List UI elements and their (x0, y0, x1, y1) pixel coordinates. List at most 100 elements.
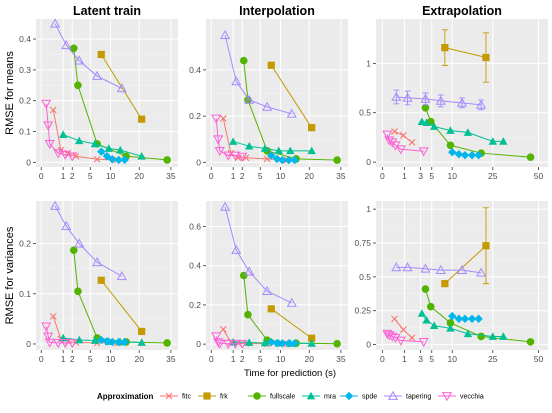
x-tick-label: 0 (380, 354, 385, 364)
point-vecchia (384, 136, 395, 146)
x-tick-label: 5 (429, 171, 434, 181)
panel-background (36, 19, 178, 167)
legend-key-fitc (165, 392, 173, 400)
point-vecchia (395, 145, 406, 155)
point-fitc (93, 155, 101, 163)
point-mra (463, 128, 473, 136)
point-tapering (116, 83, 127, 93)
legend-label: mra (324, 394, 336, 401)
point-frk (308, 334, 316, 342)
series-line-tapering (54, 23, 122, 89)
point-fitc (219, 115, 227, 122)
y-tick-label: 0.3 (19, 65, 31, 75)
point-fullscale (421, 104, 430, 112)
point-vecchia (230, 339, 241, 349)
x-tick-label: 1 (231, 354, 236, 364)
legend-item-fitc: fitc (160, 392, 191, 401)
series-tapering (391, 89, 487, 111)
point-mra (260, 338, 270, 347)
point-mra (137, 152, 146, 160)
x-tick-label: 0 (380, 171, 385, 181)
x-tick-label: 20 (305, 171, 315, 181)
point-vecchia (53, 149, 64, 159)
point-vecchia (214, 146, 225, 157)
point-tapering (456, 97, 468, 107)
point-tapering (244, 94, 255, 104)
point-spde (114, 155, 123, 165)
point-mra (499, 332, 508, 340)
point-tapering (231, 76, 242, 86)
point-fullscale (74, 81, 82, 90)
point-spde (120, 337, 129, 347)
series-line-frk (100, 54, 143, 120)
x-tick-label: 5 (88, 171, 93, 181)
point-spde (284, 339, 293, 348)
point-vecchia (211, 114, 222, 124)
series-tapering (50, 18, 127, 93)
series-tapering (220, 201, 297, 307)
y-tick-label: 0.1 (19, 289, 31, 299)
point-tapering (435, 95, 446, 105)
point-fitc (242, 154, 250, 162)
legend-key-frk (203, 392, 211, 400)
x-tick-label: 20 (305, 354, 315, 364)
x-tick-label: 5 (88, 354, 93, 364)
x-tick-label: 5 (258, 171, 263, 181)
legend-label: vecchia (460, 394, 484, 401)
point-spde (120, 155, 129, 165)
point-vecchia (214, 339, 225, 349)
column-title: Extrapolation (422, 4, 502, 18)
series-spde (448, 311, 483, 324)
x-tick-label: 3 (418, 171, 423, 181)
series-tapering (220, 29, 297, 118)
y-tick-label: 0.2 (19, 239, 31, 249)
point-fitc (391, 128, 398, 135)
y-tick-label: 0 (26, 339, 31, 349)
point-fullscale (69, 246, 78, 254)
point-vecchia (211, 332, 222, 342)
series-mra (228, 137, 316, 155)
y-tick-label: 1 (366, 58, 371, 68)
legend-key-vecchia (441, 392, 453, 402)
point-mra (75, 136, 84, 145)
point-mra (90, 336, 100, 344)
point-vecchia (395, 336, 406, 346)
x-tick-label: 5 (258, 354, 263, 364)
series-frk (441, 207, 490, 288)
point-spde (278, 155, 287, 165)
point-vecchia (418, 147, 429, 157)
point-fitc (391, 315, 398, 323)
series-line-vecchia (215, 336, 243, 345)
point-mra (307, 339, 316, 347)
x-tick-label: 5 (429, 354, 434, 364)
legend-label: frk (220, 394, 228, 401)
point-frk (441, 44, 449, 52)
series-line-fitc (52, 109, 118, 161)
series-fullscale (421, 104, 535, 161)
legend-key-fullscale (253, 392, 261, 400)
legend-label: fitc (182, 394, 191, 401)
point-tapering (50, 18, 61, 28)
point-spde (474, 150, 483, 160)
x-tick-label: 50 (534, 354, 544, 364)
y-tick-label: 0.2 (19, 96, 31, 106)
point-mra (116, 145, 125, 154)
series-spde (97, 335, 129, 347)
series-line-tapering (224, 206, 292, 304)
point-vecchia (60, 339, 71, 349)
point-mra (286, 146, 295, 155)
point-frk (97, 276, 105, 284)
panel-background (376, 19, 548, 167)
series-spde (267, 151, 299, 165)
figure-annotations: Time for prediction (s) (244, 368, 336, 379)
point-spde (448, 311, 457, 321)
series-vecchia (41, 99, 78, 162)
x-tick-label: 1 (61, 354, 66, 364)
point-mra (429, 321, 439, 329)
point-tapering (391, 262, 402, 272)
point-fullscale (74, 287, 82, 296)
x-tick-label: 35 (166, 354, 176, 364)
series-frk (97, 50, 146, 123)
